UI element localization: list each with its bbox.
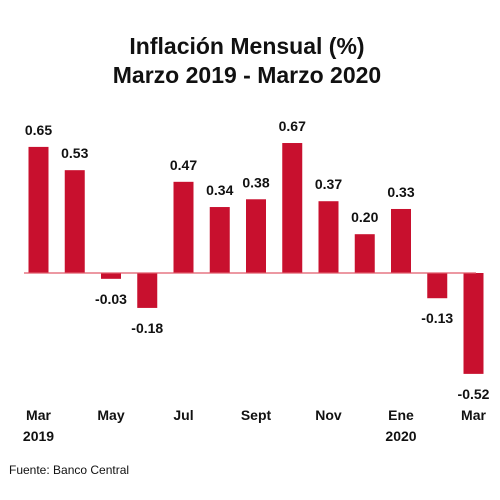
data-label: -0.52	[458, 386, 490, 402]
bar	[463, 273, 484, 374]
data-label: -0.13	[421, 310, 453, 326]
bar	[173, 181, 194, 273]
bars-group	[28, 143, 484, 374]
x-tick-label: Mar	[461, 407, 486, 423]
bar	[64, 170, 85, 273]
data-label: 0.33	[387, 184, 414, 200]
bar	[246, 199, 266, 273]
bar	[391, 208, 411, 273]
bar	[101, 273, 121, 279]
source-note: Fuente: Banco Central	[9, 463, 129, 477]
data-label: 0.34	[206, 182, 233, 198]
value-labels-group: 0.65 0.53 -0.03-0.18 0.47 0.34 0.38 0.67 0.37 0.…	[25, 118, 490, 402]
chart-title: Inflación Mensual (%)	[129, 33, 364, 59]
data-label: 0.38	[242, 174, 269, 190]
bar	[137, 273, 158, 308]
x-tick-label-year: 2019	[23, 428, 54, 444]
data-label: 0.47	[170, 157, 197, 173]
bar	[28, 146, 49, 273]
data-label: 0.65	[25, 122, 52, 138]
bar	[427, 273, 448, 299]
bar	[209, 207, 230, 273]
bar	[318, 201, 339, 273]
x-tick-label: Sept	[241, 407, 272, 423]
data-label: -0.18	[131, 320, 163, 336]
x-tick-label: Nov	[315, 407, 342, 423]
data-label: -0.03	[95, 291, 127, 307]
data-label: 0.37	[315, 176, 342, 192]
x-tick-label-year: 2020	[385, 428, 416, 444]
x-tick-label: Ene	[388, 407, 414, 423]
x-tick-label: Mar	[26, 407, 51, 423]
bar	[282, 143, 303, 273]
x-tick-label: Jul	[173, 407, 193, 423]
x-tick-labels-group: Mar 2019 May Jul Sept Nov Ene 2020 Mar	[23, 407, 487, 444]
chart-subtitle: Marzo 2019 - Marzo 2020	[113, 62, 381, 88]
data-label: 0.20	[351, 209, 378, 225]
x-tick-label: May	[97, 407, 124, 423]
bar	[354, 234, 375, 273]
data-label: 0.67	[279, 118, 306, 134]
data-label: 0.53	[61, 145, 88, 161]
